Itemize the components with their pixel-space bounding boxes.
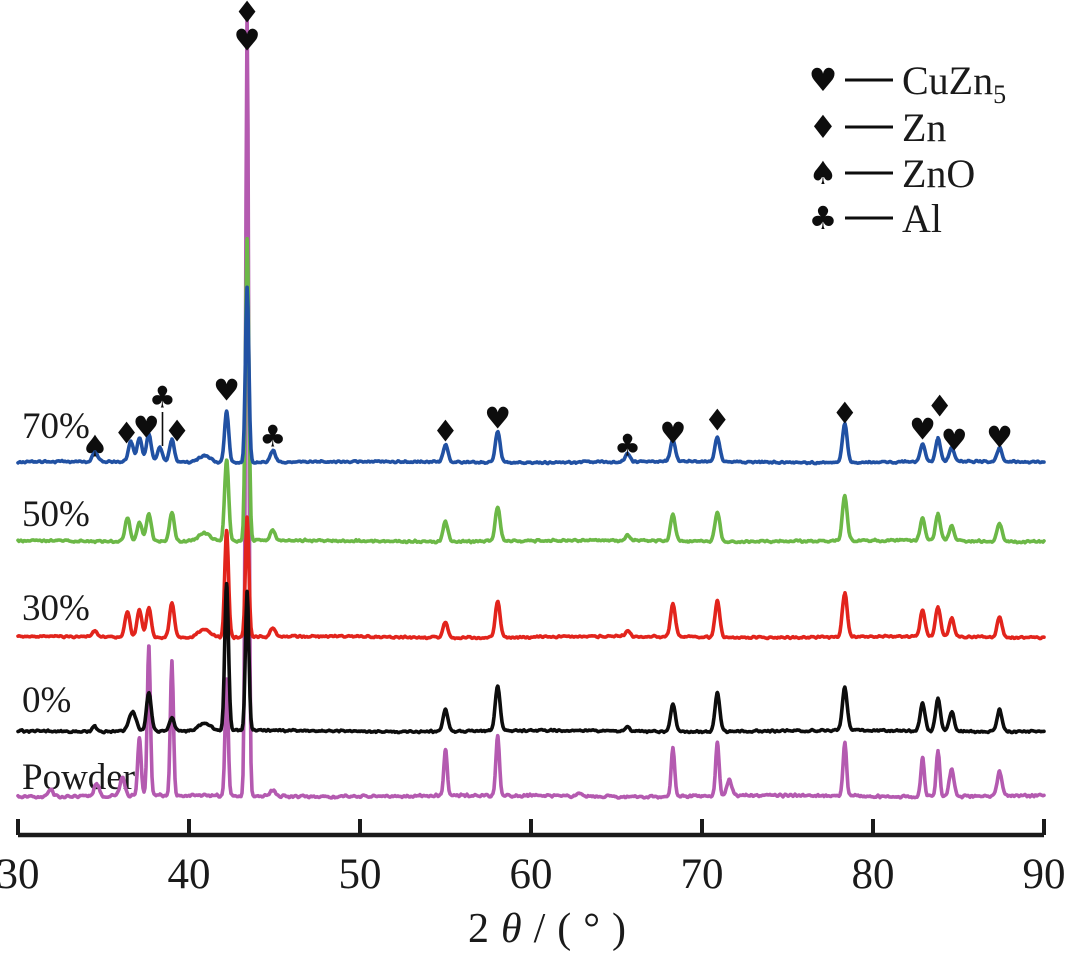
legend: ♥ CuZn5 ♦ Zn ♠ ZnO ♣ Al (809, 58, 1006, 241)
peak-marker-diamond-icon: ♦ (704, 404, 731, 439)
peak-marker-heart-icon: ♥ (234, 24, 261, 59)
x-axis-tick-label-50: 50 (339, 851, 382, 898)
x-axis-tick-label-60: 60 (510, 851, 553, 898)
x-axis-title: 2 θ /(°) (468, 906, 626, 952)
x-axis-tick-label-70: 70 (681, 851, 724, 898)
peak-marker-heart-icon: ♥ (909, 413, 936, 448)
trace-p50 (16, 236, 1046, 545)
peak-marker-heart-icon: ♥ (941, 424, 968, 459)
x-axis-tick-label-80: 80 (852, 851, 895, 898)
trace-label-p70: 70% (22, 406, 90, 447)
x-axis-tick-label-40: 40 (168, 851, 211, 898)
peak-marker-heart-icon: ♥ (484, 402, 511, 437)
legend-label: Al (902, 196, 942, 241)
peak-marker-diamond-icon: ♦ (164, 415, 191, 450)
peak-marker-heart-icon: ♥ (133, 411, 160, 446)
x-axis-tick-label-30: 30 (0, 851, 40, 898)
peak-marker-heart-icon: ♥ (986, 421, 1013, 456)
legend-symbol-diamond-icon: ♦ (809, 108, 838, 146)
trace-label-p0: 0% (22, 680, 71, 721)
trace-powder (16, 13, 1046, 800)
x-axis: 30 40 50 60 70 80 90 2 θ /(°) (0, 819, 1066, 952)
legend-row-zn: ♦ Zn (809, 105, 947, 150)
peak-marker-spade-icon: ♠ (81, 430, 108, 465)
peak-marker-club-icon: ♣ (149, 381, 176, 416)
peak-marker-diamond-icon: ♦ (926, 390, 953, 425)
legend-label: ZnO (902, 151, 975, 196)
peak-marker-diamond-icon: ♦ (831, 397, 858, 432)
legend-symbol-heart-icon: ♥ (809, 61, 838, 99)
peak-marker-club-icon: ♣ (614, 429, 641, 464)
peak-marker-diamond-icon: ♦ (234, 0, 261, 31)
peak-marker-heart-icon: ♥ (659, 417, 686, 452)
legend-symbol-club-icon: ♣ (809, 199, 838, 237)
peak-marker-club-icon: ♣ (259, 420, 286, 455)
trace-p0 (16, 581, 1046, 735)
legend-label: CuZn5 (902, 58, 1006, 109)
trace-label-p30: 30% (22, 588, 90, 629)
trace-p70 (16, 285, 1046, 466)
legend-row-cuzn: ♥ CuZn5 (809, 58, 1006, 109)
legend-row-al: ♣ Al (809, 196, 942, 241)
legend-label: Zn (902, 105, 946, 150)
x-axis-tick-label-90: 90 (1023, 851, 1066, 898)
legend-symbol-spade-icon: ♠ (809, 154, 838, 192)
peak-marker-heart-icon: ♥ (213, 374, 240, 409)
legend-row-zno: ♠ ZnO (809, 151, 976, 196)
peak-marker-diamond-icon: ♦ (113, 417, 140, 452)
trace-p30 (16, 515, 1046, 641)
trace-label-p50: 50% (22, 494, 90, 535)
peak-marker-diamond-icon: ♦ (432, 415, 459, 450)
